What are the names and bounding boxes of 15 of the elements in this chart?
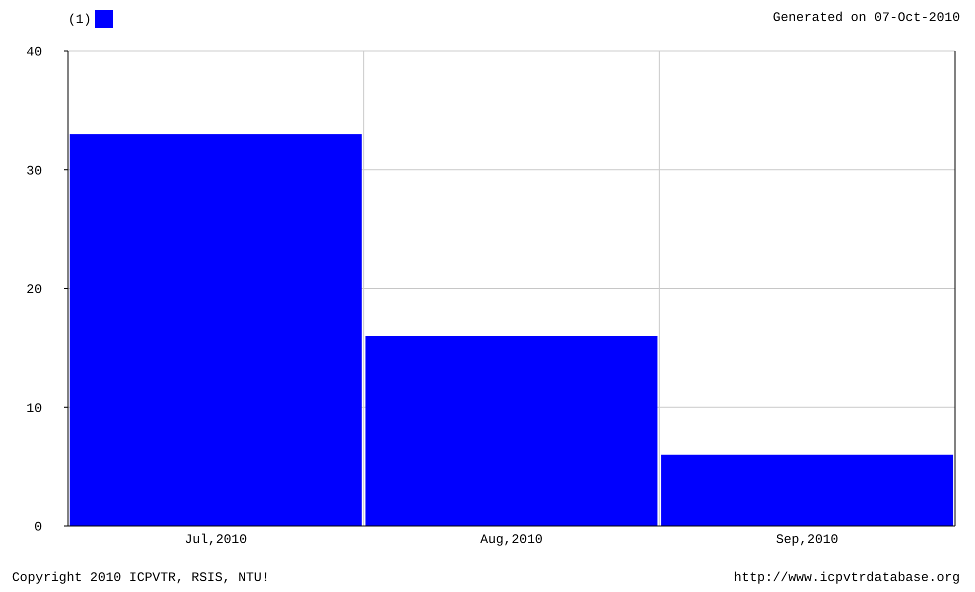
text: Generated on 07-Oct-2010	[772, 10, 960, 25]
y-tick-label: 0	[34, 520, 42, 535]
text: Copyright 2010 ICPVTR, RSIS, NTU!	[12, 570, 270, 585]
x-tick-label: Jul,2010	[184, 532, 248, 548]
x-tick-label: Aug,2010	[480, 532, 543, 548]
y-tick-label: 30	[26, 163, 42, 178]
bar	[70, 134, 362, 526]
y-tick-label: 20	[26, 282, 42, 298]
y-tick-label: 40	[26, 44, 42, 60]
bar	[661, 454, 954, 526]
y-tick-label: 10	[26, 400, 42, 416]
bar	[365, 336, 658, 526]
legend-label: (1)	[68, 12, 92, 26]
text: http://www.icpvtrdatabase.org	[734, 570, 960, 585]
x-tick-label: Sep,2010	[776, 532, 838, 548]
